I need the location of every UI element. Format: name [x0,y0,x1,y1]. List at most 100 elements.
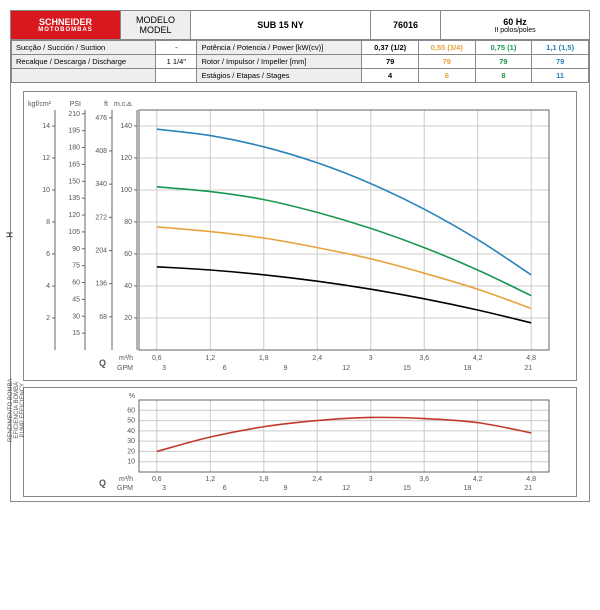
svg-text:180: 180 [68,145,80,152]
chart1-wrap: H m.c.a.20406080100120140ft6813620427234… [11,83,589,385]
svg-text:10: 10 [42,187,50,194]
svg-text:3: 3 [162,485,166,492]
svg-text:20: 20 [127,448,135,455]
svg-text:9: 9 [283,485,287,492]
chart2-box: RENDIMENTO BOMBAEFICIENCIA BOMBAPUMP EFF… [23,387,577,497]
svg-text:Q: Q [99,478,106,488]
svg-text:0,6: 0,6 [152,355,162,362]
svg-text:272: 272 [95,214,107,221]
svg-text:4: 4 [46,283,50,290]
product-code: 76016 [371,11,441,39]
datasheet: SCHNEIDER MOTOBOMBAS MODELO MODEL SUB 15… [10,10,590,502]
logo-subtext: MOTOBOMBAS [38,27,93,33]
svg-text:150: 150 [68,178,80,185]
svg-text:1,8: 1,8 [259,476,269,483]
model-value: SUB 15 NY [191,11,371,39]
svg-text:60: 60 [127,407,135,414]
svg-text:8: 8 [46,219,50,226]
performance-chart: m.c.a.20406080100120140ft681362042723404… [24,92,564,382]
svg-text:12: 12 [342,485,350,492]
frequency-cell: 60 Hz II polos/poles [441,11,589,39]
svg-text:ft: ft [104,101,108,108]
svg-text:476: 476 [95,115,107,122]
svg-text:45: 45 [72,296,80,303]
svg-text:GPM: GPM [117,485,133,492]
svg-text:m³/h: m³/h [119,476,133,483]
svg-text:50: 50 [127,418,135,425]
svg-text:135: 135 [68,195,80,202]
svg-text:m.c.a.: m.c.a. [114,101,133,108]
svg-text:340: 340 [95,181,107,188]
svg-text:18: 18 [464,485,472,492]
svg-text:3,6: 3,6 [419,355,429,362]
chart2-side-label: RENDIMENTO BOMBAEFICIENCIA BOMBAPUMP EFF… [8,378,26,442]
svg-text:10: 10 [127,459,135,466]
svg-text:21: 21 [524,485,532,492]
svg-text:2,4: 2,4 [312,476,322,483]
svg-text:120: 120 [120,155,132,162]
svg-text:2: 2 [46,315,50,322]
chart2-wrap: RENDIMENTO BOMBAEFICIENCIA BOMBAPUMP EFF… [11,385,589,501]
svg-text:4,2: 4,2 [473,355,483,362]
svg-text:210: 210 [68,111,80,118]
svg-text:2,4: 2,4 [312,355,322,362]
svg-text:9: 9 [283,365,287,372]
svg-text:4,2: 4,2 [473,476,483,483]
svg-text:15: 15 [72,330,80,337]
svg-text:136: 136 [95,281,107,288]
svg-text:21: 21 [524,365,532,372]
spec-table: Sucção / Succión / Suction-Potência / Po… [11,40,589,83]
svg-text:100: 100 [120,187,132,194]
svg-text:3: 3 [369,355,373,362]
svg-text:4,8: 4,8 [526,355,536,362]
svg-text:408: 408 [95,148,107,155]
svg-text:1,8: 1,8 [259,355,269,362]
svg-text:3,6: 3,6 [419,476,429,483]
svg-text:105: 105 [68,229,80,236]
svg-text:120: 120 [68,212,80,219]
svg-text:75: 75 [72,263,80,270]
svg-text:60: 60 [124,251,132,258]
svg-text:12: 12 [342,365,350,372]
svg-text:4,8: 4,8 [526,476,536,483]
svg-text:0,6: 0,6 [152,476,162,483]
chart1-box: H m.c.a.20406080100120140ft6813620427234… [23,91,577,381]
svg-text:m³/h: m³/h [119,355,133,362]
svg-text:15: 15 [403,485,411,492]
svg-text:kgf/cm²: kgf/cm² [28,101,52,108]
svg-text:3: 3 [162,365,166,372]
svg-text:40: 40 [124,283,132,290]
svg-text:30: 30 [72,313,80,320]
svg-text:14: 14 [42,123,50,130]
svg-text:60: 60 [72,280,80,287]
svg-text:165: 165 [68,161,80,168]
svg-text:1,2: 1,2 [205,476,215,483]
svg-text:1,2: 1,2 [205,355,215,362]
logo-text: SCHNEIDER [39,17,92,27]
svg-text:140: 140 [120,123,132,130]
svg-text:195: 195 [68,128,80,135]
svg-text:3: 3 [369,476,373,483]
svg-text:12: 12 [42,155,50,162]
svg-text:80: 80 [124,219,132,226]
model-label: MODELO MODEL [121,11,191,39]
svg-text:GPM: GPM [117,365,133,372]
chart1-h-label: H [6,232,15,238]
efficiency-chart: 10 20 30 40 50 60% 0,6 1,2 1,8 2,4 3 3,6 4,2 4,8 m³/h 3… [24,388,564,498]
svg-text:%: % [129,393,135,400]
svg-text:204: 204 [95,247,107,254]
svg-text:Q: Q [99,358,106,368]
svg-text:6: 6 [223,365,227,372]
svg-text:90: 90 [72,246,80,253]
svg-text:PSI: PSI [70,101,81,108]
svg-text:68: 68 [99,314,107,321]
svg-text:40: 40 [127,428,135,435]
svg-text:6: 6 [223,485,227,492]
svg-text:30: 30 [127,438,135,445]
svg-text:20: 20 [124,315,132,322]
header-row: SCHNEIDER MOTOBOMBAS MODELO MODEL SUB 15… [11,11,589,40]
brand-logo: SCHNEIDER MOTOBOMBAS [11,11,121,39]
svg-text:6: 6 [46,251,50,258]
svg-text:18: 18 [464,365,472,372]
svg-text:15: 15 [403,365,411,372]
